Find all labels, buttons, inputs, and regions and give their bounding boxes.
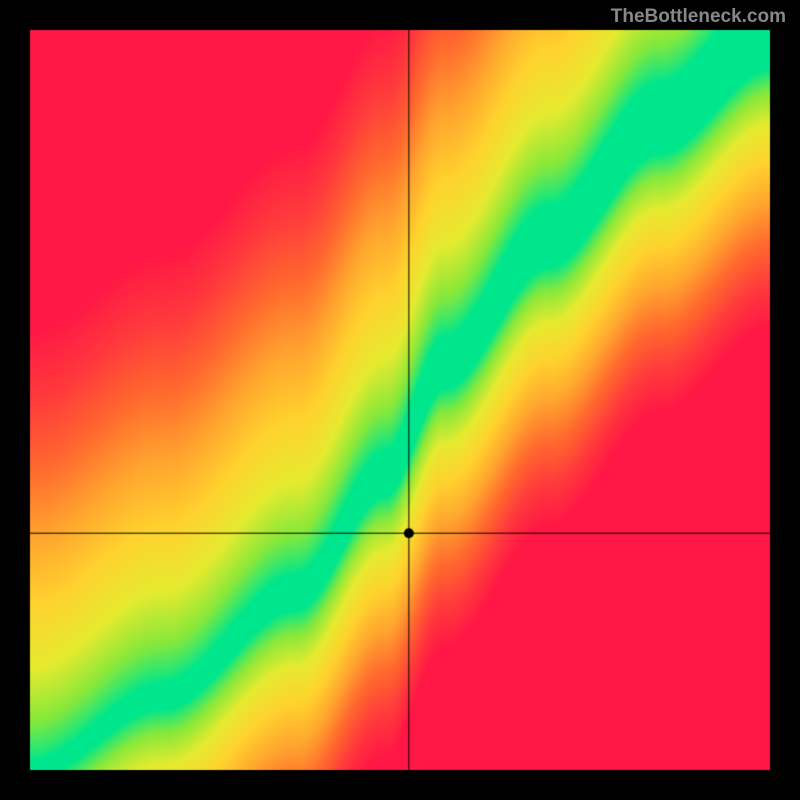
bottleneck-heatmap (0, 0, 800, 800)
watermark-text: TheBottleneck.com (611, 6, 786, 28)
chart-container: TheBottleneck.com (0, 0, 800, 800)
